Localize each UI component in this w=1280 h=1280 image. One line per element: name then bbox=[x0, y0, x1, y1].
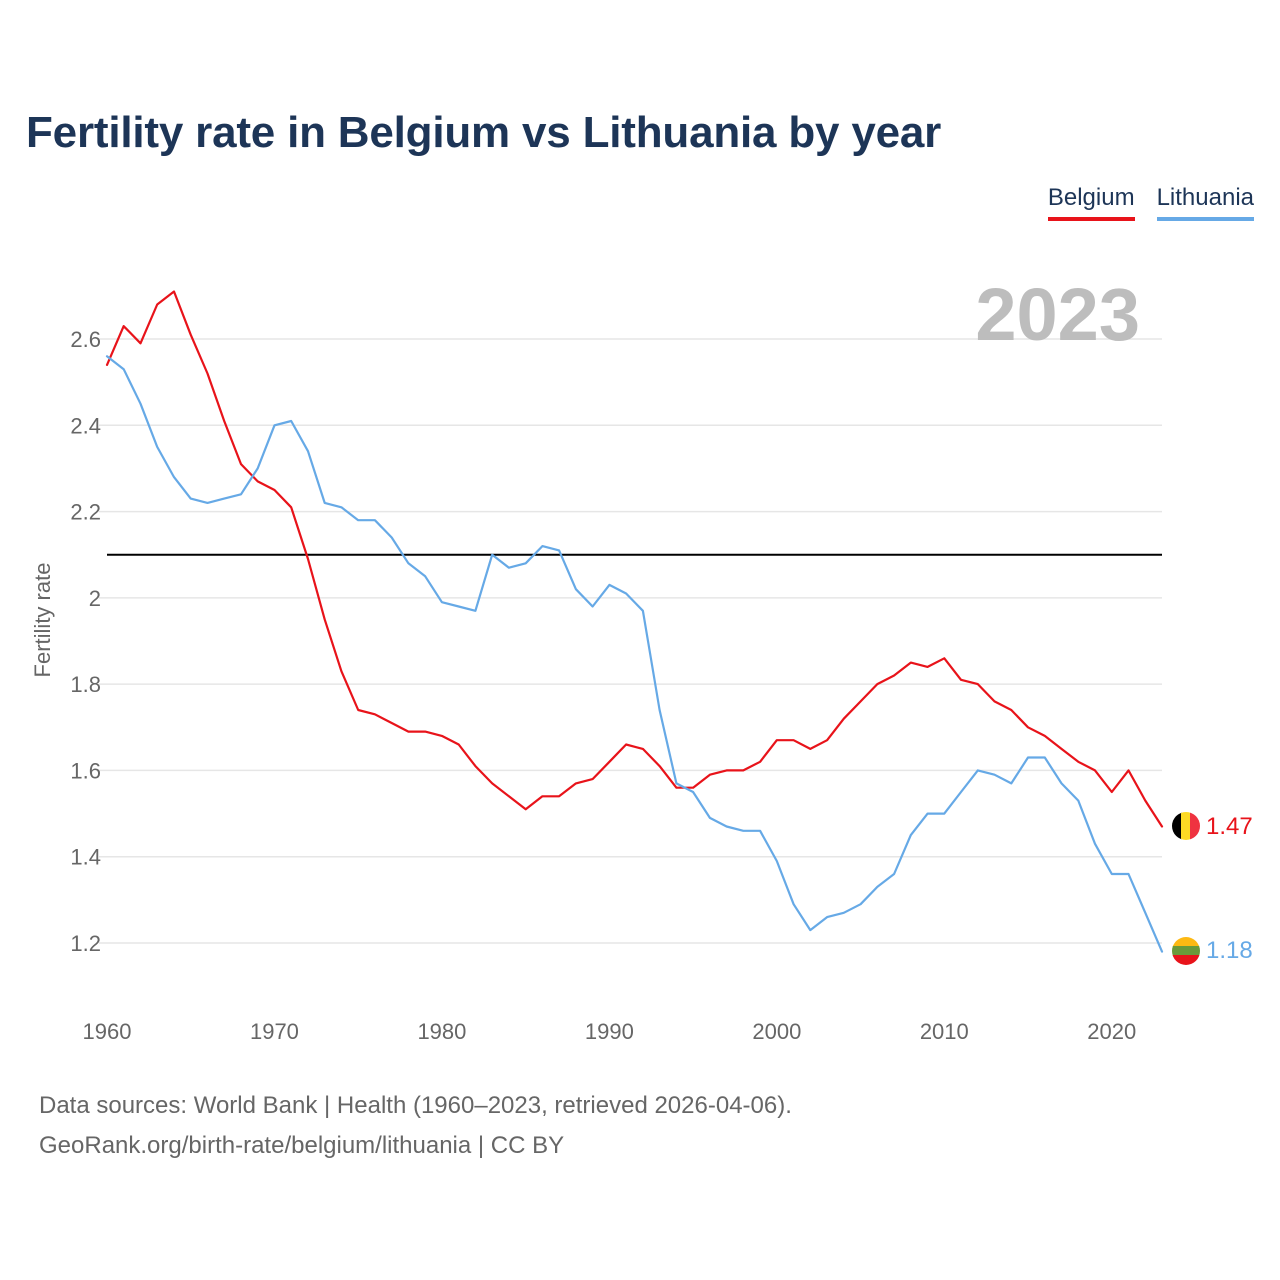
chart-title: Fertility rate in Belgium vs Lithuania b… bbox=[26, 108, 942, 157]
lithuania-end-value: 1.18 bbox=[1206, 937, 1253, 964]
belgium-end-value: 1.47 bbox=[1206, 813, 1253, 840]
lithuania-series-line bbox=[105, 355, 1164, 953]
y-tick-label: 1.4 bbox=[70, 845, 101, 870]
y-tick-label: 2.2 bbox=[70, 500, 101, 525]
x-tick-label: 1970 bbox=[250, 1019, 299, 1044]
x-tick-label: 2020 bbox=[1087, 1019, 1136, 1044]
y-tick-label: 1.6 bbox=[70, 758, 101, 783]
y-tick-label: 2 bbox=[89, 586, 101, 611]
y-axis-ticks: 1.2 1.4 1.6 1.8 2 2.2 2.4 2.6 bbox=[70, 327, 101, 956]
belgium-flag-icon bbox=[1172, 812, 1200, 840]
x-tick-label: 2000 bbox=[752, 1019, 801, 1044]
x-axis-ticks: 1960 1970 1980 1990 2000 2010 2020 bbox=[83, 1019, 1137, 1044]
belgium-series-line bbox=[105, 290, 1164, 828]
legend: Belgium Lithuania bbox=[1047, 184, 1254, 221]
legend-item-lithuania[interactable]: Lithuania bbox=[1156, 184, 1254, 221]
data-sources-text: Data sources: World Bank | Health (1960–… bbox=[39, 1092, 792, 1119]
series-lines bbox=[105, 290, 1164, 953]
lithuania-flag-icon bbox=[1172, 937, 1200, 965]
y-axis-label: Fertility rate bbox=[30, 563, 55, 678]
y-tick-label: 1.8 bbox=[70, 672, 101, 697]
y-tick-label: 2.6 bbox=[70, 327, 101, 352]
credit-link[interactable]: GeoRank.org/birth-rate/belgium/lithuania… bbox=[39, 1132, 565, 1159]
gridlines bbox=[99, 338, 1162, 944]
x-tick-label: 1990 bbox=[585, 1019, 634, 1044]
legend-item-belgium[interactable]: Belgium bbox=[1047, 184, 1135, 221]
y-tick-label: 2.4 bbox=[70, 413, 101, 438]
x-tick-label: 2010 bbox=[920, 1019, 969, 1044]
x-tick-label: 1980 bbox=[417, 1019, 466, 1044]
year-label: 2023 bbox=[975, 273, 1140, 356]
x-tick-label: 1960 bbox=[83, 1019, 132, 1044]
y-tick-label: 1.2 bbox=[70, 931, 101, 956]
footer: Data sources: World Bank | Health (1960–… bbox=[39, 1086, 792, 1166]
